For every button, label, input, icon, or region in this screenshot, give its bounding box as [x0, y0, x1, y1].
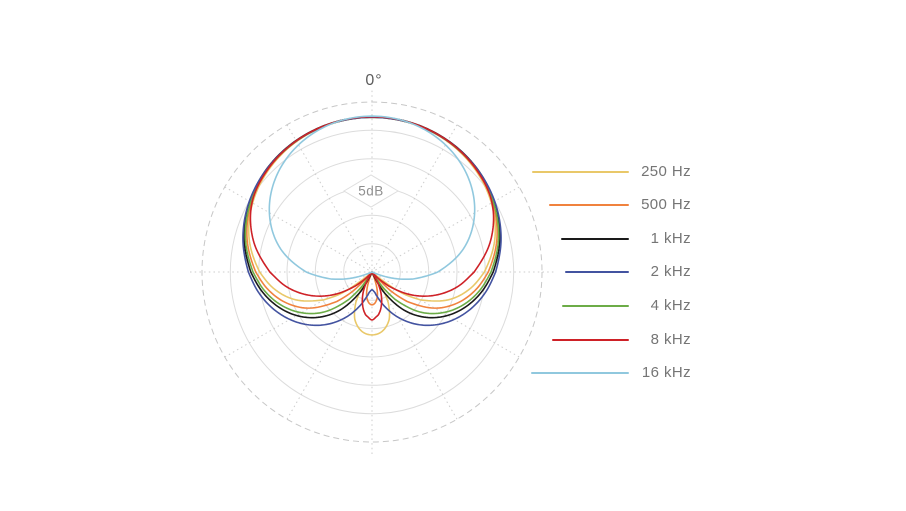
grid-ring	[343, 243, 401, 301]
grid-ring	[258, 158, 486, 386]
curve-16khz	[268, 115, 476, 280]
ring-scale-label: 5dB	[358, 183, 384, 199]
grid-outer-ring-dashed	[201, 101, 543, 443]
curve-2khz	[242, 116, 502, 327]
grid-ring	[314, 214, 430, 330]
curve-1khz	[243, 115, 501, 319]
curve-250hz	[247, 116, 497, 336]
grid-ring	[229, 129, 515, 415]
polar-curves	[242, 115, 502, 336]
scale-label-diamond	[343, 174, 399, 208]
zero-degree-label: 0°	[365, 72, 383, 89]
curve-8khz	[249, 115, 495, 321]
